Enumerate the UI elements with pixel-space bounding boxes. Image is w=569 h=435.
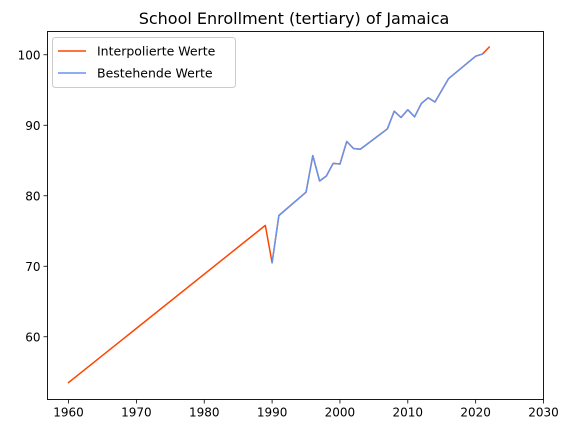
y-axis-ticks: 60 70 80 90 100: [18, 48, 48, 344]
x-tick-label: 1980: [189, 406, 220, 420]
x-tick-label: 2030: [528, 406, 559, 420]
legend: Interpolierte Werte Bestehende Werte: [52, 37, 236, 88]
x-tick-label: 1990: [257, 406, 288, 420]
x-axis-ticks: 1960 1970 1980 1990 2000 2010 2020 2030: [53, 399, 559, 420]
legend-box: [52, 37, 236, 88]
y-tick-label: 100: [18, 48, 41, 62]
y-tick-label: 60: [25, 330, 40, 344]
x-tick-label: 2020: [460, 406, 491, 420]
x-tick-label: 1970: [121, 406, 152, 420]
y-tick-label: 90: [25, 119, 40, 133]
legend-label-existing: Bestehende Werte: [97, 66, 213, 81]
x-tick-label: 2000: [325, 406, 356, 420]
x-tick-label: 2010: [393, 406, 424, 420]
axes-layer: [47, 31, 544, 400]
y-tick-label: 70: [25, 260, 40, 274]
series-line-2: [271, 53, 484, 264]
y-tick-label: 80: [25, 189, 40, 203]
legend-label-interpolated: Interpolierte Werte: [97, 44, 216, 59]
series-layer: [67, 45, 491, 384]
plot-frame: [47, 31, 544, 400]
chart-title: School Enrollment (tertiary) of Jamaica: [139, 9, 450, 28]
x-tick-label: 1960: [53, 406, 84, 420]
